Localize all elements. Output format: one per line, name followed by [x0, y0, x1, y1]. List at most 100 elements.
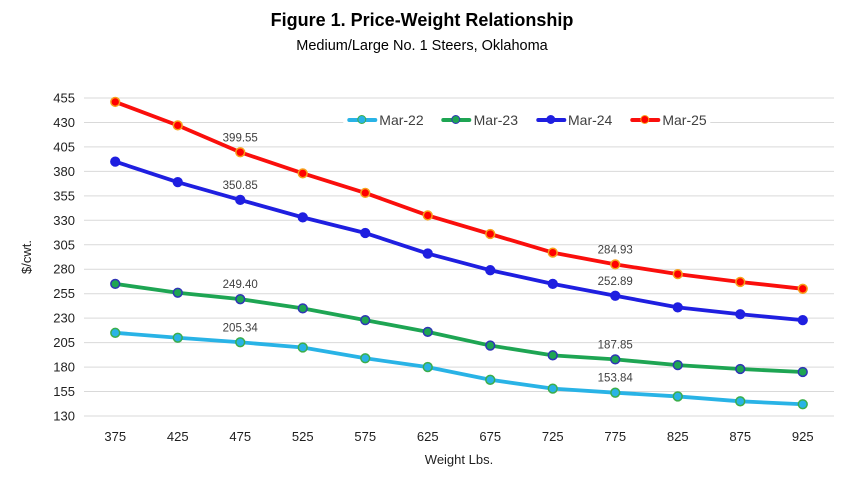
data-point-mar-25-925 — [797, 283, 808, 294]
y-tick-label: 430 — [53, 115, 75, 130]
data-point-mar-23-925 — [797, 366, 808, 378]
data-point-mar-22-725 — [547, 383, 558, 394]
x-tick-label: 875 — [729, 429, 751, 444]
data-point-mar-22-425 — [172, 332, 183, 343]
data-point-mar-25-475 — [235, 147, 246, 158]
chart-plot-area: 130 155 180 205 230 255 280 305 330 355 380 405 430 4… — [53, 91, 834, 444]
y-tick-label: 230 — [53, 311, 75, 326]
data-point-mar-25-625 — [422, 210, 433, 221]
data-point-mar-24-475 — [235, 194, 246, 206]
x-tick-label: 825 — [667, 429, 689, 444]
data-point-mar-23-625 — [422, 326, 433, 338]
legend-label-mar-25: Mar-25 — [662, 112, 707, 128]
x-tick-label: 775 — [604, 429, 626, 444]
data-point-mar-25-375 — [110, 96, 121, 108]
legend-series-marker-icon — [347, 115, 378, 125]
legend-series-marker-icon — [536, 115, 566, 125]
data-point-mar-25-675 — [485, 228, 496, 240]
x-tick-label: 575 — [354, 429, 376, 444]
data-point-mar-25-725 — [547, 247, 558, 258]
chart-legend: Mar-22 Mar-23 Mar-24 Mar-25 — [343, 111, 711, 129]
y-tick-label: 455 — [53, 91, 75, 106]
y-tick-label: 205 — [53, 335, 75, 350]
data-point-mar-23-675 — [485, 340, 496, 351]
data-point-mar-22-475 — [235, 337, 246, 348]
x-tick-label: 675 — [479, 429, 501, 444]
data-point-mar-24-675 — [485, 265, 496, 276]
series-line-mar-22 — [113, 330, 805, 407]
data-point-mar-22-875 — [735, 396, 746, 407]
data-point-mar-24-725 — [547, 278, 558, 290]
legend-item-mar-24: Mar-24 — [536, 112, 612, 128]
data-point-mar-23-425 — [172, 287, 183, 298]
data-point-mar-24-875 — [735, 309, 746, 320]
data-point-mar-24-925 — [797, 314, 808, 326]
data-point-mar-22-675 — [485, 374, 496, 385]
data-point-label: 153.84 — [598, 373, 634, 385]
data-point-mar-24-375 — [110, 156, 121, 167]
x-tick-label: 425 — [167, 429, 189, 444]
legend-dot-swatch — [451, 115, 461, 124]
data-point-mar-23-875 — [735, 363, 746, 375]
legend-series-marker-icon — [630, 115, 661, 125]
data-point-label: 205.34 — [223, 322, 259, 334]
data-point-mar-25-425 — [172, 120, 183, 131]
data-point-mar-25-875 — [735, 276, 746, 288]
figure-title: Figure 1. Price-Weight Relationship — [270, 10, 574, 30]
data-point-mar-24-425 — [172, 176, 183, 188]
data-point-mar-23-775 — [610, 354, 621, 365]
data-point-mar-25-575 — [360, 187, 371, 199]
x-tick-label: 525 — [292, 429, 314, 444]
series-line-mar-23 — [113, 282, 805, 374]
y-tick-label: 155 — [53, 384, 75, 399]
y-tick-label: 305 — [53, 237, 75, 252]
y-tick-label: 255 — [53, 286, 75, 301]
data-point-label: 284.93 — [598, 244, 633, 256]
legend-dot-swatch — [357, 115, 367, 124]
y-tick-label: 405 — [53, 139, 75, 154]
data-point-mar-22-775 — [610, 387, 621, 398]
data-point-mar-23-525 — [297, 303, 308, 314]
x-tick-label: 925 — [792, 429, 814, 444]
data-point-mar-23-575 — [360, 314, 371, 326]
legend-label-mar-23: Mar-23 — [473, 112, 518, 128]
data-point-mar-22-375 — [110, 327, 121, 338]
data-point-mar-24-575 — [360, 227, 371, 239]
x-tick-label: 625 — [417, 429, 439, 444]
data-point-mar-24-775 — [610, 290, 621, 301]
legend-item-mar-22: Mar-22 — [347, 112, 424, 128]
data-point-mar-25-775 — [610, 259, 621, 270]
series-line-mar-24 — [113, 159, 805, 323]
legend-series-marker-icon — [441, 115, 472, 125]
data-point-label: 350.85 — [223, 180, 258, 192]
data-point-mar-23-825 — [672, 359, 683, 371]
data-point-mar-22-575 — [360, 353, 371, 364]
x-axis-title: Weight Lbs. — [425, 452, 493, 467]
figure-subtitle: Medium/Large No. 1 Steers, Oklahoma — [296, 38, 548, 54]
data-point-label: 249.40 — [223, 279, 258, 291]
y-tick-label: 355 — [53, 188, 75, 203]
data-point-mar-24-625 — [422, 248, 433, 259]
data-point-mar-25-825 — [672, 268, 683, 280]
data-point-mar-23-475 — [235, 294, 246, 305]
data-point-mar-23-375 — [110, 278, 121, 290]
data-point-mar-24-525 — [297, 212, 308, 223]
legend-label-mar-22: Mar-22 — [379, 112, 424, 128]
y-tick-label: 180 — [53, 360, 75, 375]
x-tick-label: 375 — [104, 429, 126, 444]
legend-item-mar-25: Mar-25 — [630, 112, 707, 128]
legend-dot-swatch — [640, 115, 650, 124]
data-point-mar-22-625 — [422, 361, 433, 373]
data-point-mar-23-725 — [547, 350, 558, 361]
series-line-mar-25 — [113, 100, 805, 291]
legend-dot-swatch — [546, 115, 555, 124]
y-tick-label: 280 — [53, 262, 75, 277]
legend-label-mar-24: Mar-24 — [568, 112, 613, 128]
legend-item-mar-23: Mar-23 — [441, 112, 518, 128]
x-tick-label: 475 — [229, 429, 251, 444]
y-axis-title: $/cwt. — [19, 240, 34, 274]
data-point-label: 252.89 — [598, 276, 633, 288]
y-tick-label: 380 — [53, 164, 75, 179]
